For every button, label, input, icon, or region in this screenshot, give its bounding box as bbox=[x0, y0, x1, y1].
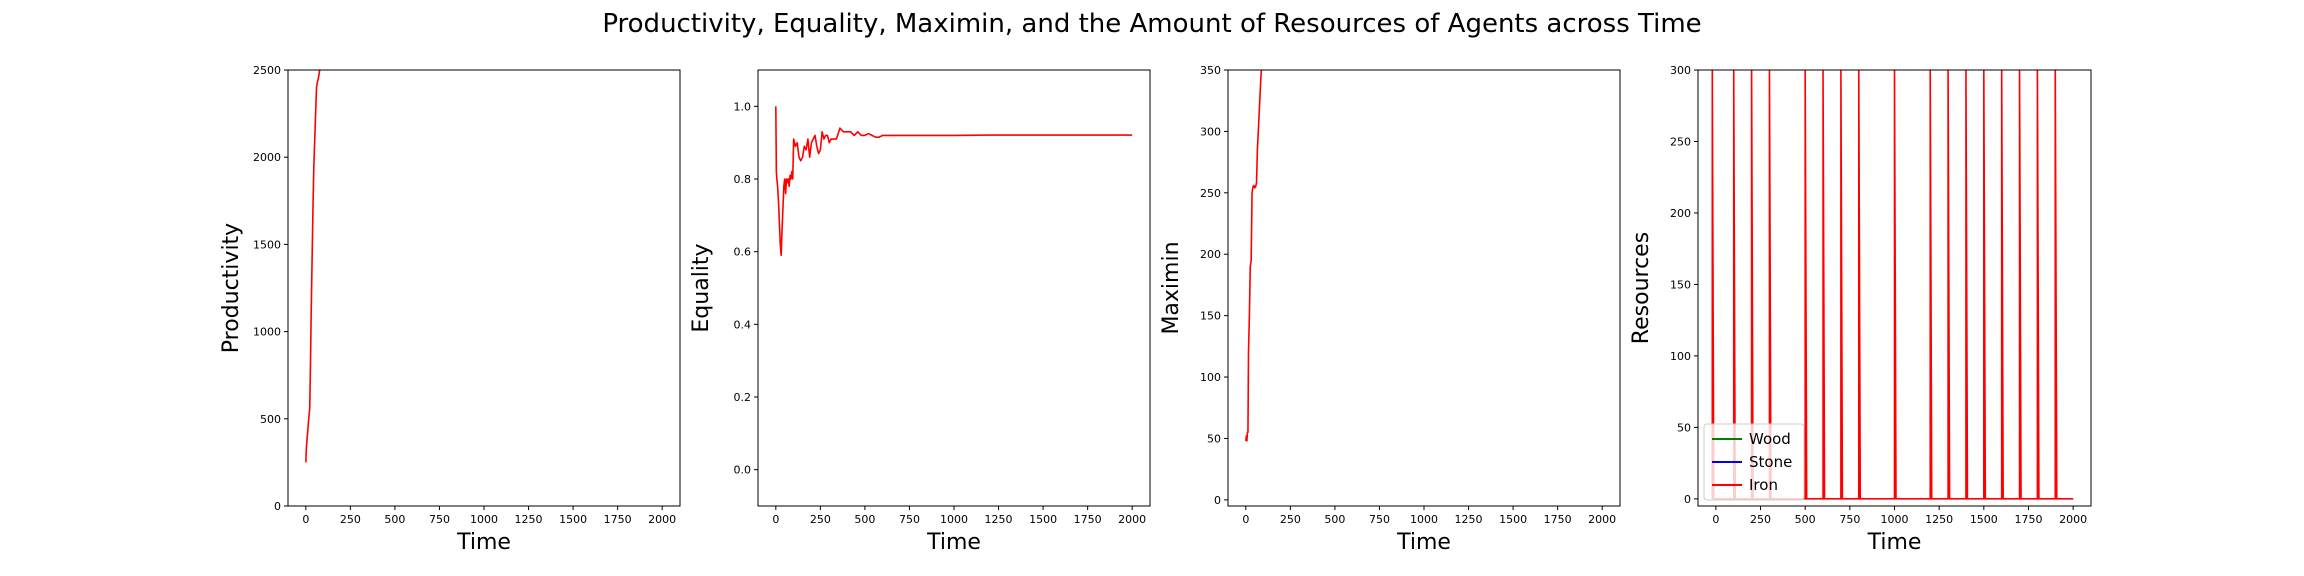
legend: Wood Stone Iron bbox=[1703, 423, 1805, 501]
x-tick-label: 1250 bbox=[1925, 513, 1953, 526]
x-tick-label: 2000 bbox=[1118, 513, 1146, 526]
x-tick-label: 1000 bbox=[1881, 513, 1909, 526]
y-tick-label: 0.2 bbox=[734, 391, 752, 404]
series-line bbox=[305, 70, 321, 463]
y-tick-label: 100 bbox=[1670, 350, 1691, 363]
y-axis-label: Equality bbox=[689, 243, 714, 332]
resources-chart: 0 250 500 750 1000 1250 1500 1750 2000 0 50 100 150 2… bbox=[1629, 64, 2092, 555]
x-tick-label: 250 bbox=[1280, 513, 1301, 526]
legend-box bbox=[1703, 423, 1805, 501]
x-tick-label: 1250 bbox=[1455, 513, 1483, 526]
x-tick-label: 250 bbox=[810, 513, 831, 526]
y-tick-label: 300 bbox=[1200, 125, 1221, 138]
legend-label-iron: Iron bbox=[1749, 476, 1778, 494]
x-axis-label: Time bbox=[926, 530, 981, 555]
x-tick-label: 1750 bbox=[604, 513, 632, 526]
series-line bbox=[775, 106, 1133, 257]
y-tick-label: 0.6 bbox=[734, 246, 752, 259]
x-tick-label: 2000 bbox=[2059, 513, 2087, 526]
y-tick-label: 300 bbox=[1670, 64, 1691, 77]
x-tick-label: 1500 bbox=[1029, 513, 1057, 526]
x-axis-label: Time bbox=[1867, 530, 1922, 555]
y-tick-label: 0 bbox=[1214, 494, 1221, 507]
x-tick-label: 0 bbox=[1712, 513, 1719, 526]
productivity-chart: 0 250 500 750 1000 1250 1500 1750 2000 0 500 1000 15… bbox=[219, 64, 681, 555]
y-tick-label: 350 bbox=[1200, 64, 1221, 77]
x-tick-label: 2000 bbox=[648, 513, 676, 526]
y-tick-label: 250 bbox=[1670, 135, 1691, 148]
legend-label-wood: Wood bbox=[1749, 430, 1791, 448]
y-tick-label: 0 bbox=[1684, 493, 1691, 506]
figure-title: Productivity, Equality, Maximin, and the… bbox=[602, 9, 1701, 39]
x-tick-label: 250 bbox=[340, 513, 361, 526]
x-tick-label: 0 bbox=[1242, 513, 1249, 526]
x-tick-label: 1250 bbox=[515, 513, 543, 526]
y-tick-label: 1000 bbox=[253, 326, 281, 339]
x-tick-label: 1000 bbox=[940, 513, 968, 526]
legend-label-stone: Stone bbox=[1749, 453, 1792, 471]
x-axis-label: Time bbox=[456, 530, 511, 555]
equality-chart: 0 250 500 750 1000 1250 1500 1750 2000 0.0 0.2 0.4 0… bbox=[689, 69, 1151, 555]
x-tick-label: 1000 bbox=[1410, 513, 1438, 526]
maximin-chart: 0 250 500 750 1000 1250 1500 1750 2000 0 50 100 150 2… bbox=[1159, 64, 1621, 555]
y-tick-label: 0 bbox=[274, 500, 281, 513]
x-tick-label: 750 bbox=[429, 513, 450, 526]
x-tick-label: 500 bbox=[1795, 513, 1816, 526]
x-tick-label: 500 bbox=[854, 513, 875, 526]
y-tick-label: 1500 bbox=[253, 238, 281, 251]
y-tick-label: 200 bbox=[1670, 207, 1691, 220]
y-axis-label: Resources bbox=[1629, 232, 1654, 344]
x-tick-label: 1500 bbox=[1970, 513, 1998, 526]
x-tick-label: 1750 bbox=[1074, 513, 1102, 526]
x-tick-label: 0 bbox=[772, 513, 779, 526]
x-tick-label: 1750 bbox=[1544, 513, 1572, 526]
y-tick-label: 0.8 bbox=[734, 173, 752, 186]
y-tick-label: 250 bbox=[1200, 187, 1221, 200]
y-tick-label: 150 bbox=[1670, 278, 1691, 291]
y-tick-label: 2000 bbox=[253, 151, 281, 164]
x-tick-label: 1750 bbox=[2014, 513, 2042, 526]
y-tick-label: 0.0 bbox=[734, 464, 752, 477]
y-tick-label: 150 bbox=[1200, 310, 1221, 323]
y-tick-label: 200 bbox=[1200, 248, 1221, 261]
x-tick-label: 1500 bbox=[1499, 513, 1527, 526]
y-tick-label: 100 bbox=[1200, 371, 1221, 384]
x-tick-label: 500 bbox=[384, 513, 405, 526]
x-axis-label: Time bbox=[1396, 530, 1451, 555]
y-axis-label: Maximin bbox=[1159, 241, 1184, 334]
series-line-iron bbox=[1711, 70, 2074, 500]
x-tick-label: 750 bbox=[899, 513, 920, 526]
x-tick-label: 2000 bbox=[1588, 513, 1616, 526]
y-axis-label: Productivity bbox=[219, 223, 244, 353]
y-tick-label: 1.0 bbox=[734, 100, 752, 113]
x-tick-label: 1500 bbox=[559, 513, 587, 526]
y-tick-label: 50 bbox=[1677, 421, 1691, 434]
x-tick-label: 750 bbox=[1839, 513, 1860, 526]
x-tick-label: 750 bbox=[1369, 513, 1390, 526]
y-tick-label: 2500 bbox=[253, 64, 281, 77]
x-tick-label: 0 bbox=[302, 513, 309, 526]
series-line bbox=[1245, 70, 1263, 442]
y-tick-label: 500 bbox=[260, 413, 281, 426]
y-tick-label: 50 bbox=[1207, 432, 1221, 445]
x-tick-label: 1000 bbox=[470, 513, 498, 526]
y-tick-label: 0.4 bbox=[734, 318, 752, 331]
x-tick-label: 250 bbox=[1750, 513, 1771, 526]
x-tick-label: 500 bbox=[1324, 513, 1345, 526]
x-tick-label: 1250 bbox=[985, 513, 1013, 526]
